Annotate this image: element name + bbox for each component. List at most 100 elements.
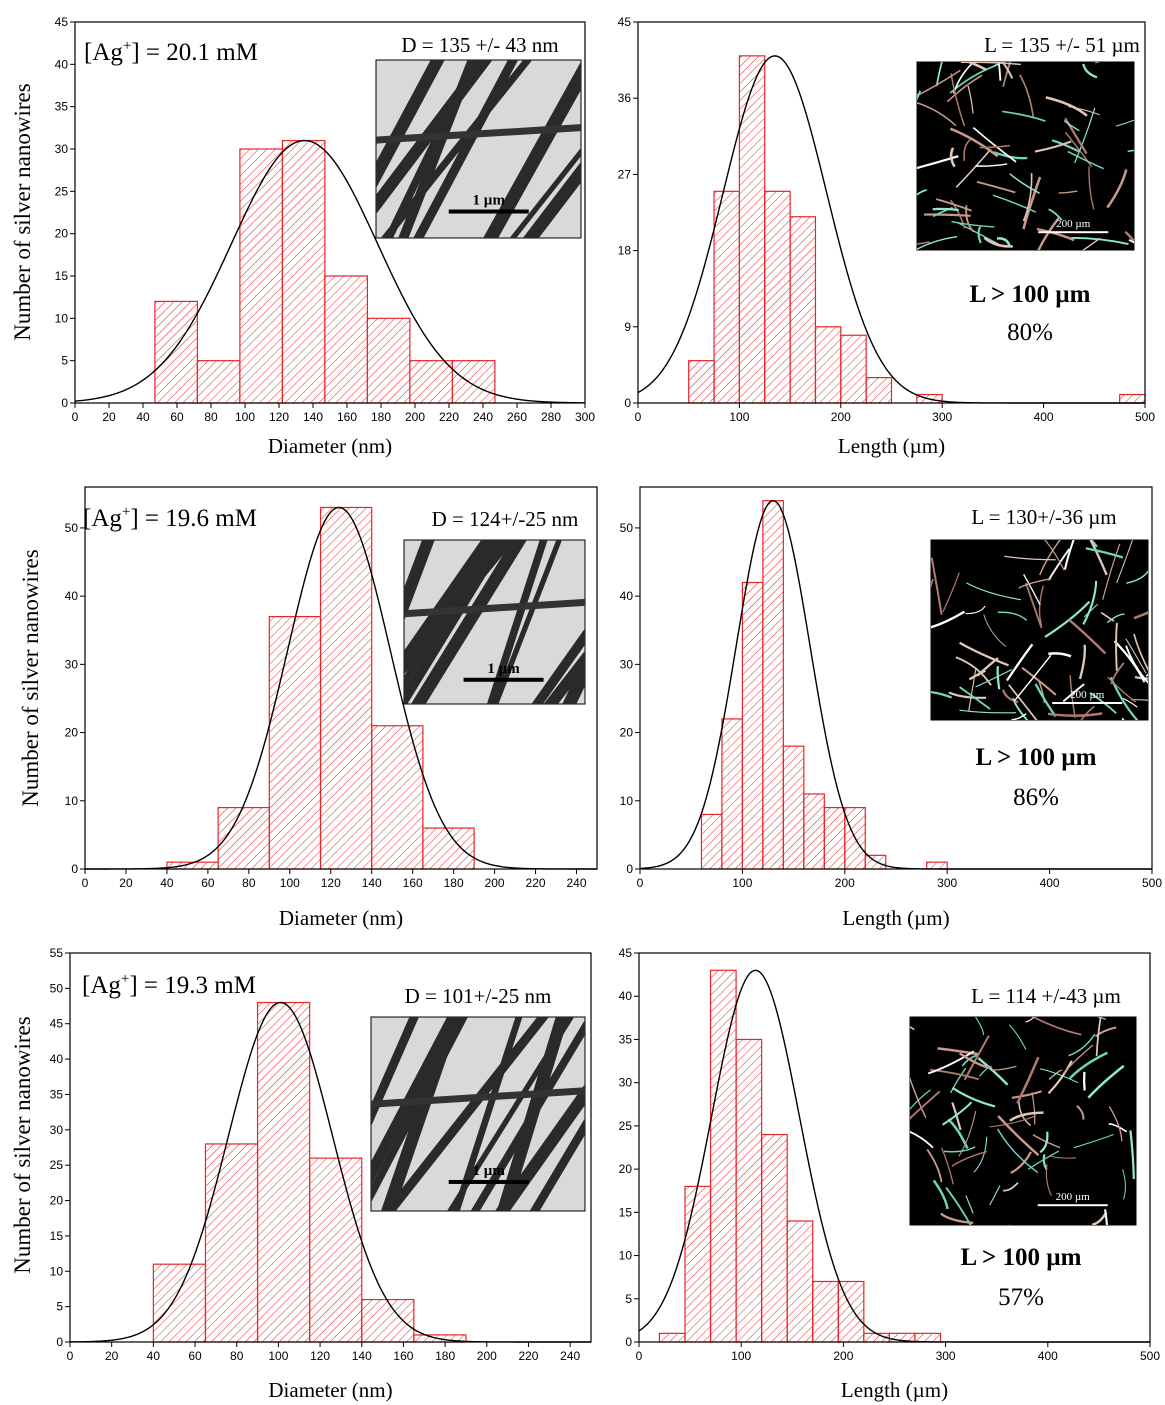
x-tick-label: 500 <box>1135 410 1155 424</box>
histogram-bar <box>152 1263 207 1343</box>
x-axis-label: Diameter (nm) <box>268 434 392 458</box>
y-axis-label: Number of silver nanowires <box>10 1016 35 1273</box>
x-tick-label: 140 <box>303 410 323 424</box>
x-tick-label: 300 <box>932 410 952 424</box>
histogram-bar <box>926 861 948 870</box>
histogram-bar <box>864 854 887 870</box>
x-tick-label: 280 <box>541 410 561 424</box>
x-tick-label: 300 <box>937 876 957 890</box>
scale-bar <box>1038 231 1109 234</box>
scale-bar <box>1037 1204 1108 1207</box>
y-tick-label: 0 <box>626 862 633 876</box>
plot-frame <box>84 486 598 870</box>
x-tick-label: 60 <box>170 410 184 424</box>
histogram-bar <box>764 190 791 404</box>
histogram-bar <box>204 1143 259 1343</box>
y-tick-label: 0 <box>61 396 68 410</box>
histogram-bar <box>837 1280 865 1343</box>
x-tick-label: 160 <box>337 410 357 424</box>
percentage-label: 57% <box>998 1284 1044 1311</box>
x-tick-label: 180 <box>435 1349 455 1363</box>
scale-bar-label: 200 µm <box>1070 689 1105 701</box>
x-tick-label: 80 <box>230 1349 244 1363</box>
y-tick-label: 50 <box>620 521 634 535</box>
histogram-bar <box>840 334 867 404</box>
y-tick-label: 5 <box>61 354 68 368</box>
histogram-bar <box>409 360 453 404</box>
x-tick-label: 60 <box>201 876 215 890</box>
chart-panel-3: 0 20 40 60 80 100 120 140 160 180 200 220 240 0 10 20 30… <box>18 486 598 930</box>
scale-bar-label: 1 µm <box>487 661 520 677</box>
mean-sd-label: D = 101+/-25 nm <box>405 984 552 1008</box>
histogram-bar <box>803 793 825 870</box>
mean-sd-label: D = 135 +/- 43 nm <box>401 33 558 57</box>
y-tick-label: 25 <box>55 184 69 198</box>
y-tick-label: 20 <box>55 227 69 241</box>
scale-bar <box>448 209 529 214</box>
histogram-bar <box>761 1133 788 1343</box>
x-tick-label: 0 <box>637 876 644 890</box>
x-tick-label: 100 <box>280 876 300 890</box>
x-tick-label: 200 <box>835 876 855 890</box>
histogram-bar <box>709 969 737 1343</box>
y-axis-label: Number of silver nanowires <box>10 83 35 340</box>
histogram-bar <box>239 148 283 404</box>
x-tick-label: 100 <box>732 876 752 890</box>
y-tick-label: 45 <box>619 946 633 960</box>
x-tick-label: 140 <box>362 876 382 890</box>
y-tick-label: 35 <box>50 1087 64 1101</box>
scale-bar <box>1052 702 1123 704</box>
histogram-bar <box>700 813 723 870</box>
y-tick-label: 30 <box>619 1076 633 1090</box>
y-tick-label: 9 <box>624 320 631 334</box>
y-tick-label: 30 <box>65 657 79 671</box>
x-tick-label: 220 <box>518 1349 538 1363</box>
histogram-bar <box>738 55 766 404</box>
chart-panel-2: 0 100 200 300 400 500 0 9 18 27 36 45 Length (µm) L =… <box>618 15 1156 458</box>
plot-frame <box>69 952 592 1343</box>
percentage-label: 80% <box>1007 319 1053 346</box>
y-tick-label: 50 <box>50 981 64 995</box>
gaussian-fit-curve <box>74 139 586 404</box>
x-tick-label: 300 <box>575 410 595 424</box>
plot-frame <box>74 21 586 404</box>
plot-frame <box>637 21 1146 404</box>
x-tick-label: 100 <box>235 410 255 424</box>
x-tick-label: 240 <box>560 1349 580 1363</box>
nanowire-strands <box>910 1017 1135 1225</box>
histogram-bar <box>281 139 326 404</box>
y-tick-label: 15 <box>50 1229 64 1243</box>
x-tick-label: 100 <box>731 1349 751 1363</box>
histogram-bar <box>789 216 817 404</box>
silver-concentration-label: [Ag+] = 20.1 mM <box>84 38 258 66</box>
x-tick-label: 0 <box>72 410 79 424</box>
y-tick-label: 25 <box>619 1119 633 1133</box>
x-tick-label: 500 <box>1140 1349 1160 1363</box>
x-tick-label: 40 <box>136 410 150 424</box>
histogram-bar <box>713 190 740 404</box>
x-tick-label: 0 <box>635 410 642 424</box>
y-tick-label: 10 <box>65 794 79 808</box>
x-tick-label: 240 <box>567 876 587 890</box>
x-tick-label: 100 <box>729 410 749 424</box>
nanowire-lines <box>371 1017 585 1211</box>
plot-frame <box>638 952 1151 1343</box>
nanowire-lines <box>376 60 581 238</box>
x-axis-label: Length (µm) <box>841 1378 948 1402</box>
x-tick-label: 200 <box>405 410 425 424</box>
x-axis-label: Length (µm) <box>842 906 949 930</box>
x-tick-label: 120 <box>321 876 341 890</box>
x-tick-label: 20 <box>102 410 116 424</box>
x-tick-label: 200 <box>833 1349 853 1363</box>
y-tick-label: 0 <box>71 862 78 876</box>
scale-bar-label: 1 µm <box>473 1163 506 1179</box>
y-tick-label: 45 <box>618 15 632 29</box>
x-tick-label: 240 <box>473 410 493 424</box>
y-tick-label: 40 <box>620 589 634 603</box>
scale-bar-label: 200 µm <box>1056 1191 1091 1203</box>
histogram-bar <box>812 1280 839 1343</box>
x-tick-label: 160 <box>403 876 423 890</box>
scale-bar <box>448 1179 529 1184</box>
nanowire-strands <box>917 62 1134 250</box>
mean-sd-label: L = 114 +/-43 µm <box>971 984 1121 1008</box>
